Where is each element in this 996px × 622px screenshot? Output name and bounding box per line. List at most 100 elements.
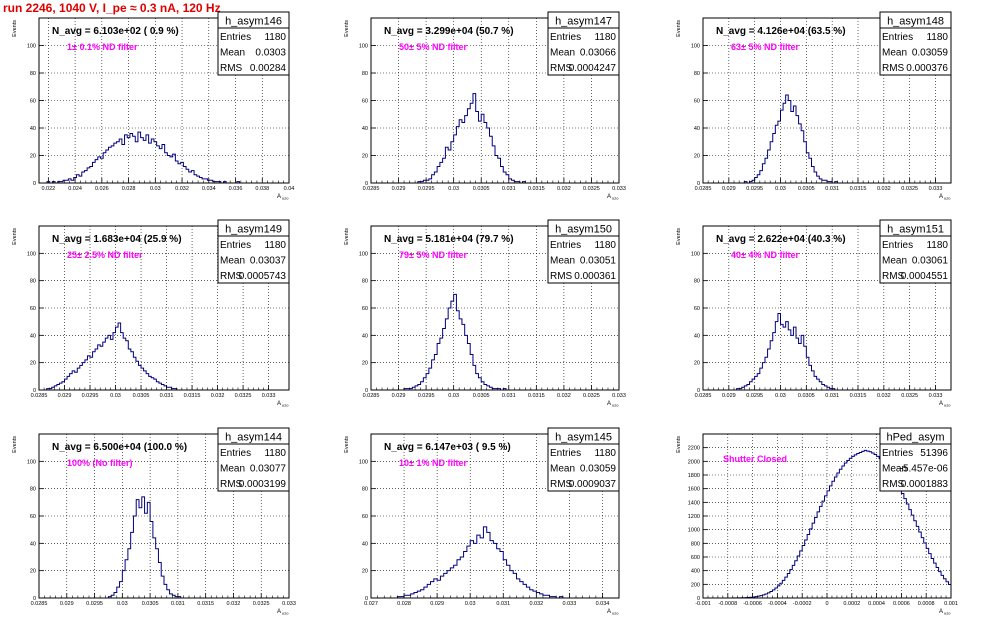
- y-tick-label: 80: [362, 71, 368, 77]
- histogram-panel-h_asym150: 0.0285 0.029 0.0295 0.03 0.0305 0.031 0.0315 0.…: [344, 219, 626, 408]
- y-tick-label: 2200: [688, 446, 700, 452]
- stats-entries-label: Entries: [220, 32, 251, 43]
- n-avg-label: N_avg = 3.299e+04 (50.7 %): [384, 26, 514, 37]
- x-axis-title-main: A: [277, 401, 281, 407]
- x-axis-title: Auzo: [277, 609, 289, 616]
- x-tick-label: 0.022: [41, 186, 55, 192]
- y-tick-label: 80: [362, 487, 368, 493]
- x-tick-label: 0.0006: [893, 601, 910, 607]
- y-tick-label: 0: [365, 181, 368, 187]
- page-title: run 2246, 1040 V, I_pe ≈ 0.3 nA, 120 Hz: [3, 1, 221, 15]
- stats-rms-value: 0.000361: [574, 271, 616, 282]
- x-tick-label: 0.03: [775, 393, 786, 399]
- x-axis-title: Auzo: [277, 401, 289, 408]
- x-axis-title-main: A: [277, 609, 281, 615]
- y-tick-label: 20: [362, 154, 368, 160]
- stats-rms-value: 0.0004551: [901, 271, 949, 282]
- x-tick-label: 0.0285: [31, 601, 48, 607]
- y-tick-label: 60: [30, 306, 36, 312]
- x-tick-label: 0.038: [255, 186, 269, 192]
- stats-title: h_asym151: [887, 224, 944, 236]
- x-tick-label: 0.03: [117, 601, 128, 607]
- x-axis-title-subscript: uzo: [612, 196, 619, 201]
- x-tick-label: 0.031: [496, 601, 510, 607]
- stats-entries-label: Entries: [882, 32, 913, 43]
- y-axis-title: Events: [676, 228, 682, 245]
- x-tick-label: 0.033: [282, 601, 296, 607]
- histogram-panel-h_asym149: 0.0285 0.029 0.0295 0.03 0.0305 0.031 0.0315 0.…: [12, 219, 290, 408]
- filter-label: 40± 4% ND filter: [731, 250, 799, 260]
- y-tick-label: 80: [694, 71, 700, 77]
- stats-entries-label: Entries: [220, 240, 251, 251]
- y-tick-label: 20: [362, 361, 368, 367]
- x-tick-label: 0.036: [229, 186, 243, 192]
- histogram-line: [44, 322, 180, 390]
- stats-rms-label: RMS: [882, 479, 905, 490]
- y-tick-label: 0: [33, 596, 36, 602]
- x-tick-label: 0.033: [929, 393, 943, 399]
- x-axis-title: Auzo: [607, 401, 619, 408]
- stats-title: h_asym147: [555, 16, 612, 28]
- histogram-panel-hPed_asym: -0.001 -0.0008 -0.0006 -0.0004 -0.0002 0 0.000…: [676, 427, 958, 616]
- x-tick-label: 0.0315: [528, 186, 545, 192]
- x-tick-label: -0.0004: [768, 601, 787, 607]
- stats-entries-label: Entries: [882, 448, 913, 459]
- x-tick-label: 0.027: [364, 601, 378, 607]
- x-tick-label: 0.0325: [235, 393, 252, 399]
- stats-entries-label: Entries: [882, 240, 913, 251]
- stats-box: [879, 235, 952, 284]
- y-axis-title: Events: [676, 20, 682, 37]
- y-tick-label: 100: [27, 44, 36, 50]
- x-tick-label: 0.0004: [868, 601, 885, 607]
- y-tick-label: 60: [30, 514, 36, 520]
- filter-label: 10± 1% ND filter: [399, 458, 467, 468]
- x-tick-label: 0.033: [929, 186, 943, 192]
- stats-entries-value: 1180: [926, 240, 948, 251]
- histogram-line: [734, 312, 838, 390]
- n-avg-label: N_avg = 6.500e+04 (100.0 %): [52, 442, 187, 453]
- y-tick-label: 20: [694, 154, 700, 160]
- y-tick-label: 60: [694, 99, 700, 105]
- stats-entries-value: 1180: [264, 448, 286, 459]
- stats-mean-value: 0.0303: [255, 48, 286, 59]
- stats-mean-label: Mean: [220, 464, 245, 475]
- n-avg-label: N_avg = 2.622e+04 (40.3 %): [716, 234, 846, 245]
- x-axis-title-main: A: [277, 194, 281, 200]
- x-axis-title-subscript: uzo: [612, 611, 619, 616]
- y-tick-label: 200: [691, 582, 700, 588]
- stats-rms-label: RMS: [550, 479, 573, 490]
- x-tick-label: 0.0315: [528, 393, 545, 399]
- y-tick-label: 40: [30, 333, 36, 339]
- y-axis-title: Events: [676, 436, 682, 453]
- x-axis-title: Auzo: [607, 609, 619, 616]
- x-tick-label: 0.0285: [695, 186, 712, 192]
- stats-mean-value: 0.03051: [580, 256, 617, 267]
- x-axis-title: Auzo: [939, 401, 951, 408]
- x-tick-label: 0.029: [722, 393, 736, 399]
- x-tick-label: 0.032: [877, 393, 891, 399]
- x-tick-label: 0.0315: [184, 393, 201, 399]
- stats-rms-value: 0.00284: [250, 63, 287, 74]
- y-axis-title: Events: [344, 436, 350, 453]
- x-tick-label: 0.031: [825, 393, 839, 399]
- y-tick-label: 20: [30, 361, 36, 367]
- y-tick-label: 40: [362, 333, 368, 339]
- y-tick-label: 60: [362, 99, 368, 105]
- stats-box: [547, 27, 620, 76]
- stats-mean-label: Mean: [882, 48, 907, 59]
- y-tick-label: 0: [33, 388, 36, 394]
- x-tick-label: 0.0315: [197, 601, 214, 607]
- x-tick-label: 0.031: [502, 393, 516, 399]
- filter-label: 100% (No filter): [67, 458, 133, 468]
- x-tick-label: 0.0285: [363, 186, 380, 192]
- x-tick-label: 0.034: [202, 186, 216, 192]
- x-tick-label: 0.0325: [901, 186, 918, 192]
- stats-entries-label: Entries: [550, 448, 581, 459]
- x-tick-label: 0.0305: [473, 186, 490, 192]
- x-tick-label: 0.033: [563, 601, 577, 607]
- x-tick-label: 0.0305: [798, 186, 815, 192]
- stats-mean-value: -5.457e-06: [900, 464, 949, 475]
- stats-rms-value: 0.0003199: [239, 479, 287, 490]
- y-tick-label: 40: [362, 541, 368, 547]
